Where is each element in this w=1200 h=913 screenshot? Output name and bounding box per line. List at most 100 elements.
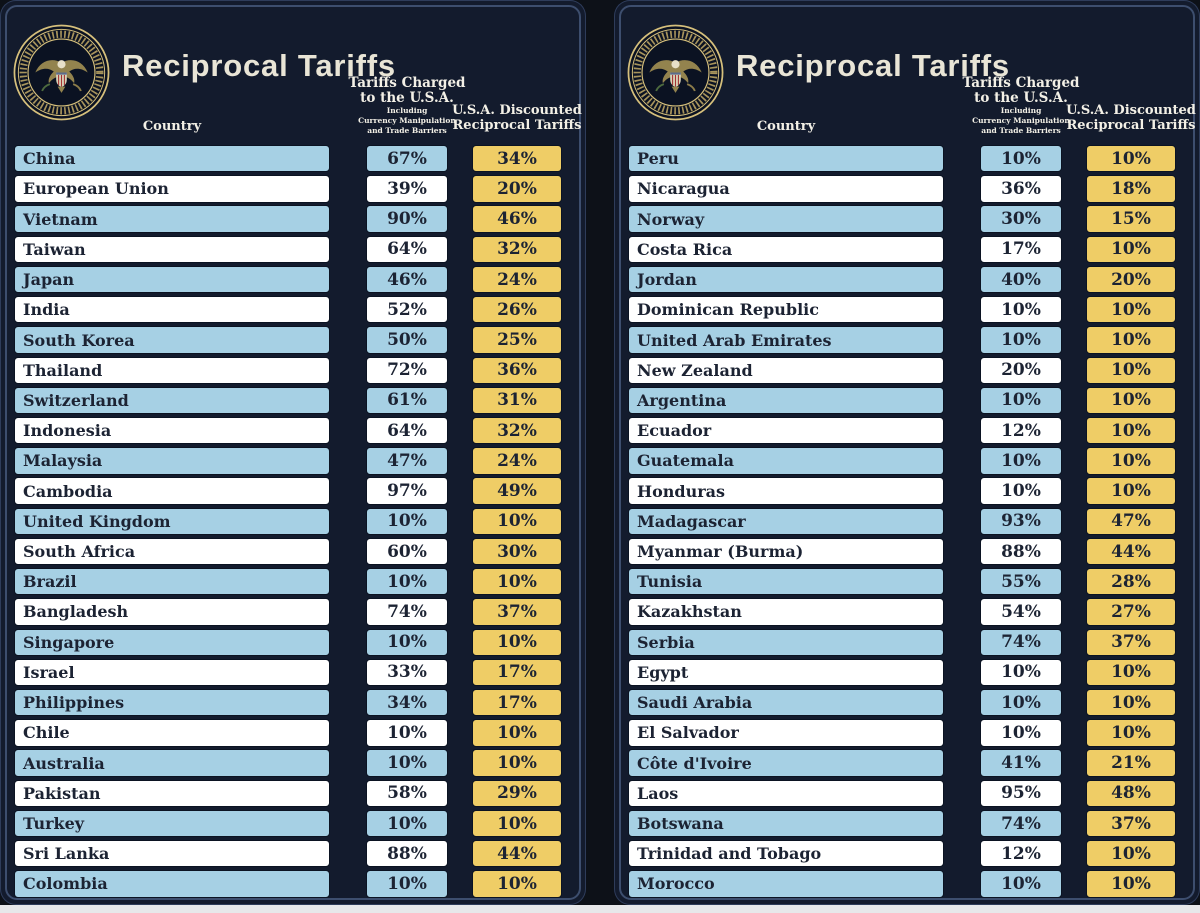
charged-tariff-cell: 88% [980,537,1062,566]
charged-tariff-cell: 74% [980,809,1062,838]
discounted-tariff-cell: 10% [1086,326,1176,354]
charged-tariff-cell: 10% [366,719,448,747]
table-row: Cambodia 97% 49% [14,477,562,505]
country-cell: Madagascar [628,507,944,536]
country-cell: Pakistan [14,779,330,807]
table-row: Malaysia 47% 24% [14,447,562,475]
discounted-tariff-cell: 10% [472,809,562,838]
discounted-tariff-cell: 18% [1086,175,1176,203]
country-cell: Egypt [628,658,944,687]
table-row: Bangladesh 74% 37% [14,598,562,626]
background-strip [0,905,1200,913]
table-row: Kazakhstan 54% 27% [628,598,1176,626]
table-row: Myanmar (Burma) 88% 44% [628,537,1176,566]
table-row: European Union 39% 20% [14,175,562,203]
country-cell: Costa Rica [628,235,944,264]
discounted-tariff-cell: 32% [472,235,562,264]
discounted-tariff-cell: 32% [472,416,562,445]
charged-tariff-cell: 30% [980,205,1062,233]
discounted-header-line: Reciprocal Tariffs [1066,118,1196,134]
table-row: Serbia 74% 37% [628,628,1176,656]
charged-tariff-cell: 12% [980,840,1062,868]
country-cell: Brazil [14,568,330,596]
column-header-country: Country [756,119,816,134]
table-row: Guatemala 10% 10% [628,447,1176,475]
discounted-tariff-cell: 10% [1086,688,1176,717]
country-cell: Laos [628,779,944,807]
table-row: Singapore 10% 10% [14,628,562,656]
table-row: Israel 33% 17% [14,658,562,687]
country-cell: Botswana [628,809,944,838]
country-cell: Dominican Republic [628,296,944,324]
charged-tariff-cell: 39% [366,175,448,203]
column-header-charged: Tariffs Charged to the U.S.A. Including … [956,75,1086,135]
charged-tariff-cell: 90% [366,205,448,233]
country-cell: Guatemala [628,447,944,475]
discounted-tariff-cell: 10% [472,870,562,898]
country-cell: Morocco [628,870,944,898]
country-cell: India [14,296,330,324]
discounted-tariff-cell: 25% [472,326,562,354]
table-row: Laos 95% 48% [628,779,1176,807]
charged-tariff-cell: 10% [366,809,448,838]
discounted-tariff-cell: 10% [1086,719,1176,747]
table-row: India 52% 26% [14,296,562,324]
discounted-tariff-cell: 30% [472,537,562,566]
discounted-tariff-cell: 20% [472,175,562,203]
country-cell: Argentina [628,386,944,415]
discounted-tariff-cell: 44% [472,840,562,868]
column-header-country: Country [142,119,202,134]
discounted-tariff-cell: 10% [1086,840,1176,868]
table-row: Turkey 10% 10% [14,809,562,838]
table-row: Brazil 10% 10% [14,568,562,596]
country-cell: Indonesia [14,416,330,445]
discounted-header-line: Reciprocal Tariffs [452,118,582,134]
charged-tariff-cell: 10% [366,749,448,777]
country-cell: Norway [628,205,944,233]
charged-tariff-cell: 72% [366,356,448,384]
country-cell: Ecuador [628,416,944,445]
discounted-tariff-cell: 21% [1086,749,1176,777]
charged-tariff-cell: 10% [366,628,448,656]
table-row: Saudi Arabia 10% 10% [628,688,1176,717]
table-row: Switzerland 61% 31% [14,386,562,415]
discounted-tariff-cell: 37% [1086,809,1176,838]
discounted-tariff-cell: 27% [1086,598,1176,626]
tariff-table: Peru 10% 10% Nicaragua 36% 18% Norway 30% 15% Cos… [628,145,1176,898]
charged-tariff-cell: 67% [366,145,448,173]
table-row: El Salvador 10% 10% [628,719,1176,747]
table-row: Nicaragua 36% 18% [628,175,1176,203]
discounted-tariff-cell: 24% [472,265,562,294]
charged-tariff-cell: 41% [980,749,1062,777]
charged-tariff-cell: 10% [980,477,1062,505]
table-row: South Africa 60% 30% [14,537,562,566]
table-row: Argentina 10% 10% [628,386,1176,415]
country-cell: New Zealand [628,356,944,384]
charged-tariff-cell: 50% [366,326,448,354]
country-cell: Saudi Arabia [628,688,944,717]
discounted-tariff-cell: 10% [472,628,562,656]
discounted-tariff-cell: 36% [472,356,562,384]
charged-tariff-cell: 10% [980,870,1062,898]
table-row: New Zealand 20% 10% [628,356,1176,384]
table-row: Jordan 40% 20% [628,265,1176,294]
discounted-tariff-cell: 44% [1086,537,1176,566]
country-cell: South Africa [14,537,330,566]
discounted-tariff-cell: 31% [472,386,562,415]
charged-header-subline: and Trade Barriers [981,125,1061,135]
table-row: Egypt 10% 10% [628,658,1176,687]
charged-header-subline: Including [386,106,428,116]
discounted-tariff-cell: 46% [472,205,562,233]
country-cell: Nicaragua [628,175,944,203]
charged-header-line: to the U.S.A. [974,90,1068,107]
table-row: Vietnam 90% 46% [14,205,562,233]
column-header-discounted: U.S.A. Discounted Reciprocal Tariffs [442,103,592,134]
country-cell: Tunisia [628,568,944,596]
table-row: Ecuador 12% 10% [628,416,1176,445]
charged-tariff-cell: 10% [366,870,448,898]
country-cell: Cambodia [14,477,330,505]
discounted-tariff-cell: 37% [472,598,562,626]
charged-tariff-cell: 20% [980,356,1062,384]
discounted-tariff-cell: 10% [472,749,562,777]
